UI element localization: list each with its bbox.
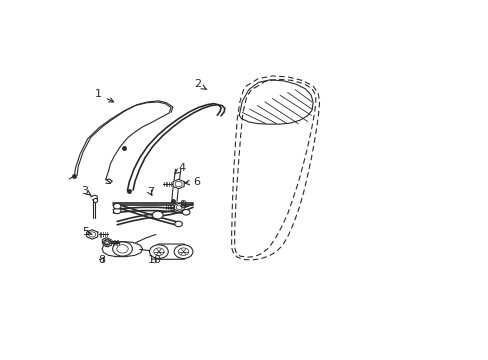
Text: 9: 9 [179,199,186,210]
Polygon shape [173,179,184,189]
Text: 6: 6 [184,177,200,187]
Circle shape [113,203,121,209]
Text: 10: 10 [148,255,162,265]
Circle shape [175,221,182,227]
Text: 2: 2 [194,79,206,89]
Circle shape [153,248,163,256]
Circle shape [178,248,188,256]
Polygon shape [102,238,111,245]
Text: 3: 3 [81,186,91,196]
Circle shape [182,210,189,215]
Circle shape [152,211,163,219]
Polygon shape [103,240,111,247]
Text: 4: 4 [175,163,185,174]
Polygon shape [86,230,98,239]
Text: 8: 8 [98,255,105,265]
Circle shape [154,212,161,218]
Text: 7: 7 [146,187,153,197]
Polygon shape [102,242,142,257]
Polygon shape [174,203,184,211]
Circle shape [174,245,193,258]
Text: 1: 1 [95,90,113,102]
Circle shape [113,208,121,214]
Text: 5: 5 [82,227,92,237]
FancyBboxPatch shape [157,244,185,259]
Circle shape [149,245,168,258]
